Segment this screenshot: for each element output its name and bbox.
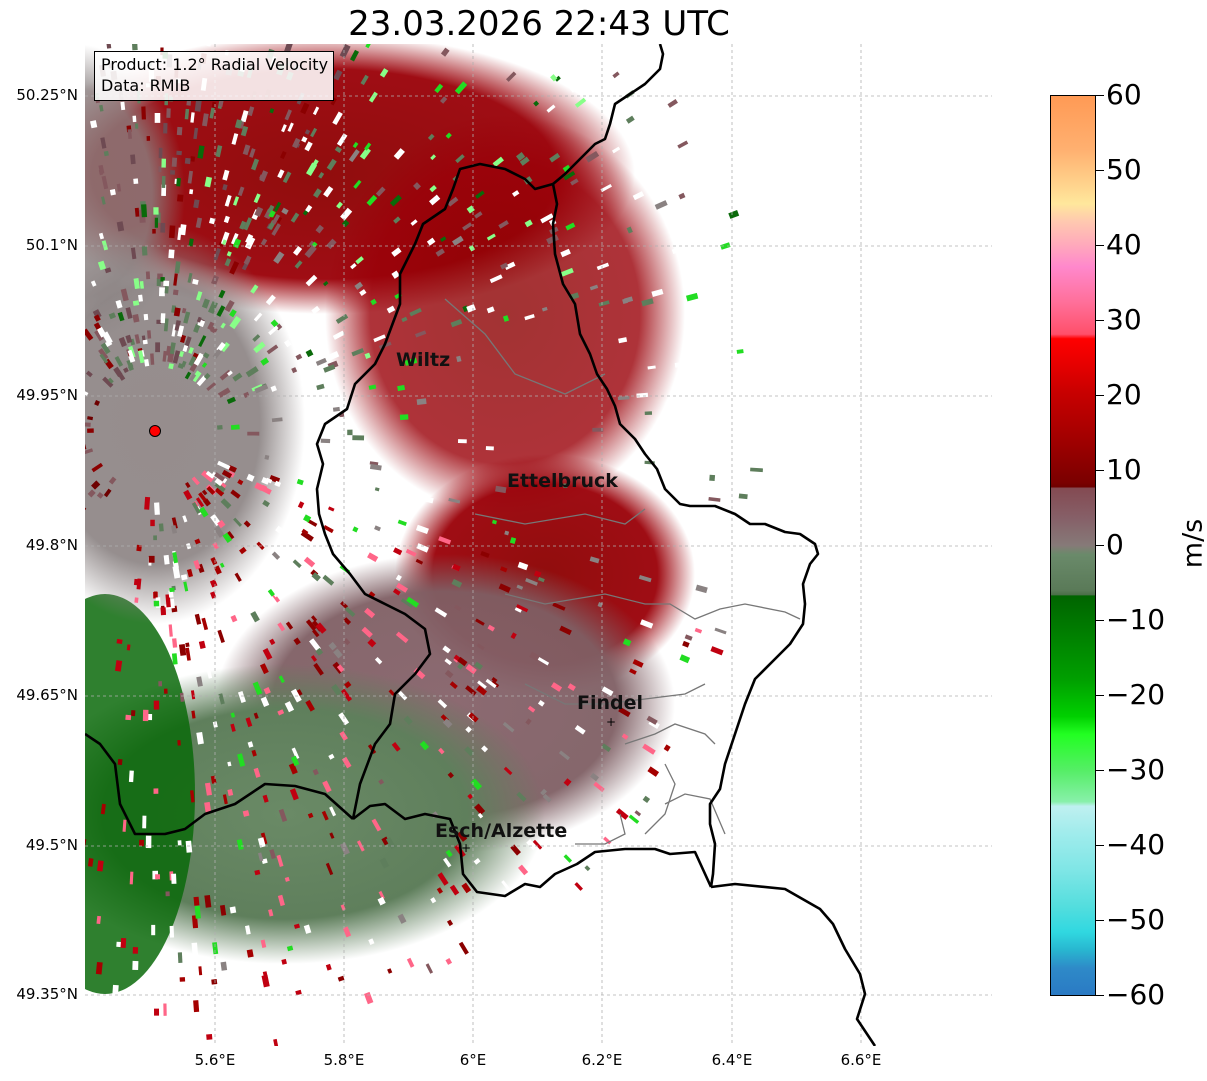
colorbar-label: −50 xyxy=(1106,903,1166,936)
colorbar-tick xyxy=(1096,545,1104,546)
lat-label: 49.35°N xyxy=(16,985,78,1003)
country-borders xyxy=(85,44,877,1046)
lat-label: 49.65°N xyxy=(16,686,78,704)
lon-label: 6.2°E xyxy=(581,1051,623,1069)
colorbar-label: −10 xyxy=(1106,603,1166,636)
colorbar-tick xyxy=(1096,245,1104,246)
svg-text:+: + xyxy=(461,841,471,855)
lon-label: 6.6°E xyxy=(840,1051,882,1069)
colorbar-label: 10 xyxy=(1106,453,1142,486)
lon-label: 5.8°E xyxy=(323,1051,365,1069)
canton-borders xyxy=(444,298,801,845)
colorbar-tick xyxy=(1096,320,1104,321)
lat-label: 50.25°N xyxy=(16,86,78,104)
city-esch: Esch/Alzette xyxy=(435,820,568,842)
lon-label: 6°E xyxy=(459,1051,487,1069)
city-wiltz: Wiltz xyxy=(396,349,451,371)
colorbar-label: −20 xyxy=(1106,678,1166,711)
colorbar-label: 30 xyxy=(1106,303,1142,336)
colorbar-tick xyxy=(1096,770,1104,771)
colorbar-tick xyxy=(1096,620,1104,621)
city-findel: Findel xyxy=(577,692,644,714)
colorbar-tick xyxy=(1096,470,1104,471)
lat-label: 49.8°N xyxy=(25,536,78,554)
colorbar-label: 0 xyxy=(1106,528,1124,561)
colorbar-tick xyxy=(1096,845,1104,846)
data-source-label: Data: RMIB xyxy=(101,76,191,95)
colorbar-tick xyxy=(1096,695,1104,696)
colorbar-tick xyxy=(1096,170,1104,171)
colorbar-tick xyxy=(1096,920,1104,921)
lon-label: 5.6°E xyxy=(194,1051,236,1069)
product-info-box: Product: 1.2° Radial Velocity Data: RMIB xyxy=(94,51,335,101)
colorbar-label: 60 xyxy=(1106,78,1142,111)
city-ettelbruck: Ettelbruck xyxy=(507,470,618,492)
colorbar-unit: m/s xyxy=(1177,518,1207,569)
map-title: 23.03.2026 22:43 UTC xyxy=(348,4,730,44)
radar-speckle-layer xyxy=(85,44,767,1046)
colorbar-tick xyxy=(1096,995,1104,996)
lat-label: 50.1°N xyxy=(25,236,78,254)
radar-map[interactable]: + + Product: 1.2° Radial Velocity Data: … xyxy=(85,44,992,1046)
colorbar-label: 20 xyxy=(1106,378,1142,411)
colorbar-label: 40 xyxy=(1106,228,1142,261)
colorbar-label: −40 xyxy=(1106,828,1166,861)
radar-site-marker xyxy=(149,425,161,437)
colorbar-label: 50 xyxy=(1106,153,1142,186)
lat-label: 49.5°N xyxy=(25,836,78,854)
lat-label: 49.95°N xyxy=(16,386,78,404)
svg-text:+: + xyxy=(606,715,616,729)
product-label: Product: 1.2° Radial Velocity xyxy=(101,55,329,74)
lon-label: 6.4°E xyxy=(711,1051,753,1069)
colorbar-label: −30 xyxy=(1106,753,1166,786)
velocity-colorbar xyxy=(1050,95,1096,996)
colorbar-tick xyxy=(1096,395,1104,396)
colorbar-label: −60 xyxy=(1106,978,1166,1011)
colorbar-tick xyxy=(1096,95,1104,96)
